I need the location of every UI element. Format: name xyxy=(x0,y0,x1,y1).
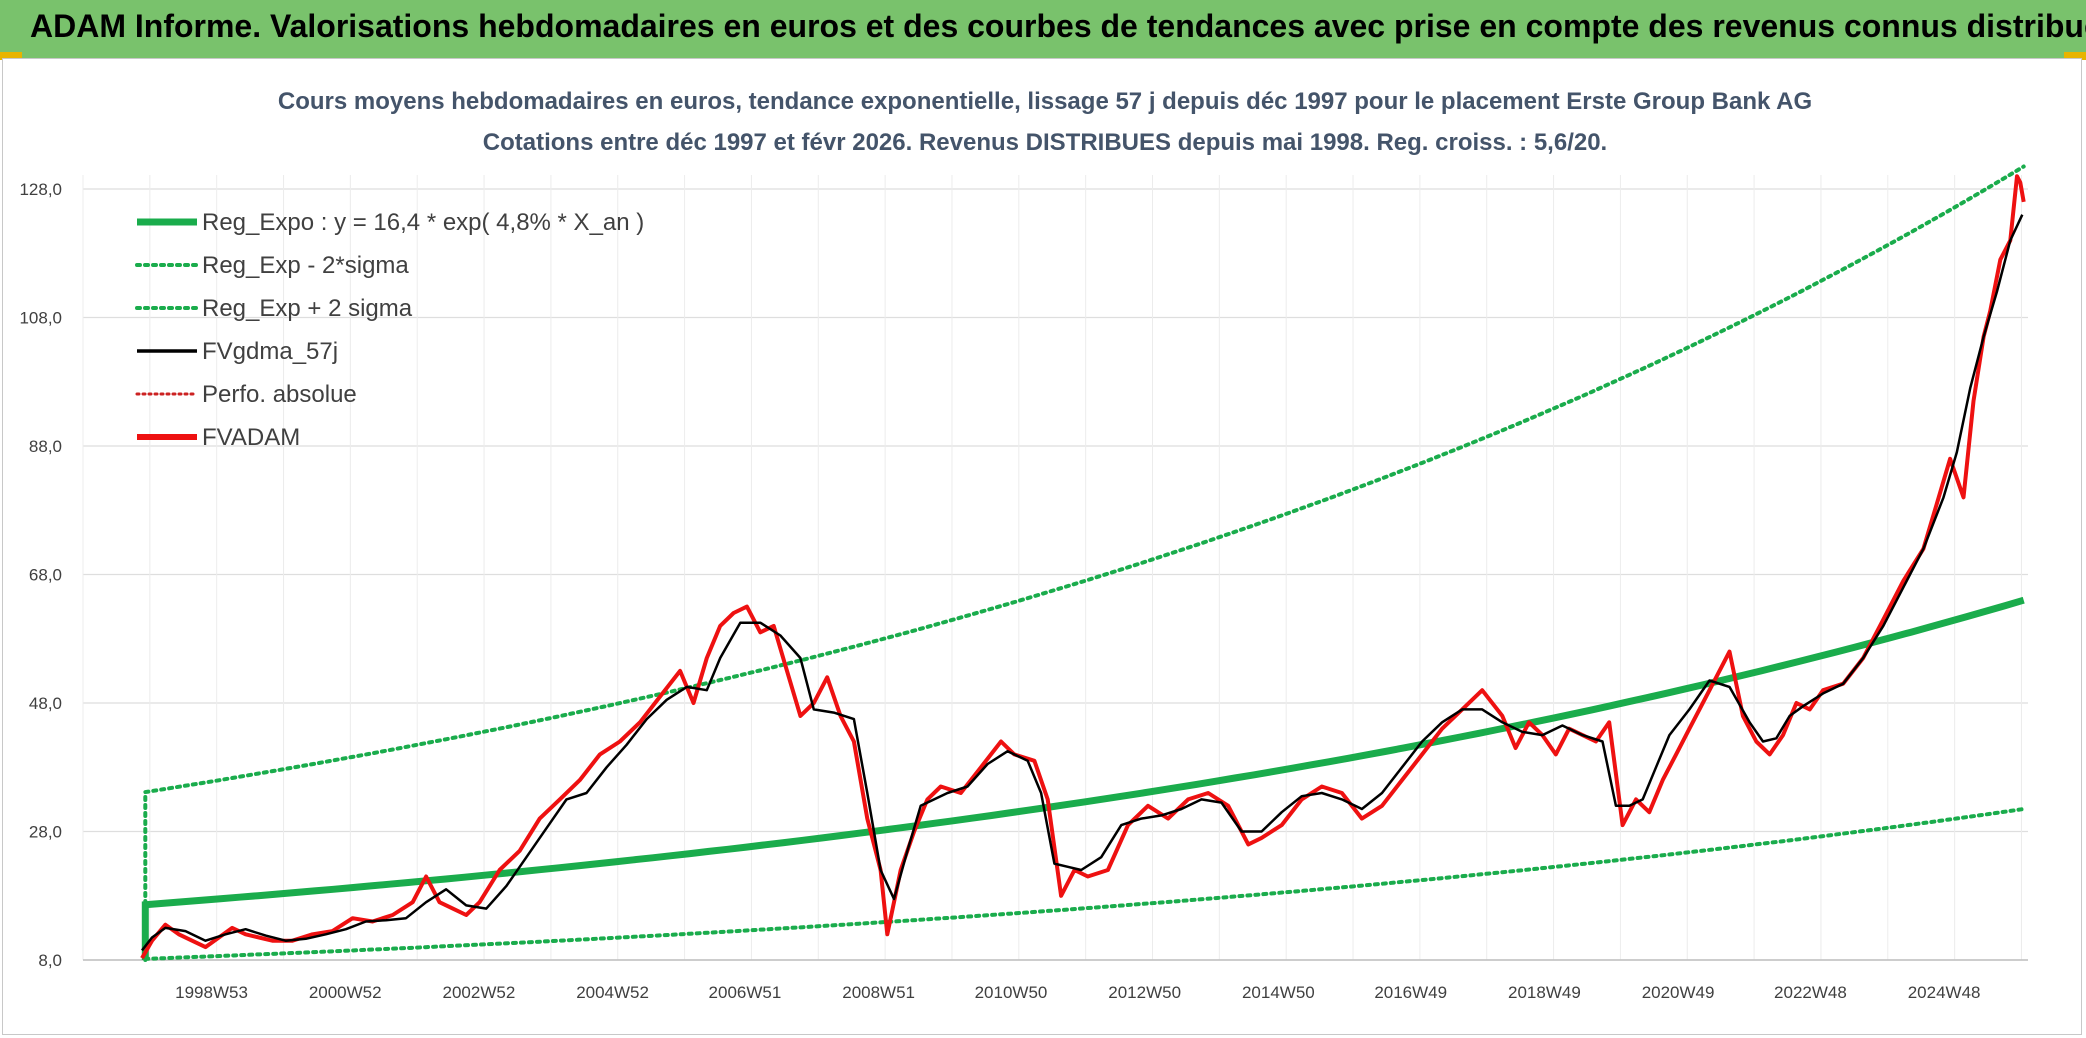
y-tick-label: 28,0 xyxy=(29,823,62,842)
series-fvadam xyxy=(140,174,2026,960)
legend-label: FVgdma_57j xyxy=(202,338,338,365)
x-tick-label: 1998W53 xyxy=(175,983,248,1002)
legend-label: Reg_Exp + 2 sigma xyxy=(202,295,413,322)
x-tick-label: 2002W52 xyxy=(443,983,516,1002)
x-tick-label: 2014W50 xyxy=(1242,983,1315,1002)
header-banner: ADAM Informe. Valorisations hebdomadaire… xyxy=(0,0,2086,58)
x-tick-label: 2004W52 xyxy=(576,983,649,1002)
report-title: ADAM Informe. Valorisations hebdomadaire… xyxy=(30,8,2086,44)
series-reg-upper xyxy=(143,164,2026,962)
x-tick-label: 2010W50 xyxy=(975,983,1048,1002)
x-tick-label: 2008W51 xyxy=(842,983,915,1002)
x-tick-label: 2006W51 xyxy=(709,983,782,1002)
chart-title-line-2: Cotations entre déc 1997 et févr 2026. R… xyxy=(483,129,1607,156)
legend-label: Perfo. absolue xyxy=(202,381,357,408)
x-tick-label: 2016W49 xyxy=(1374,983,1447,1002)
x-tick-label: 2018W49 xyxy=(1508,983,1581,1002)
x-tick-label: 2020W49 xyxy=(1642,983,1715,1002)
x-tick-label: 2012W50 xyxy=(1108,983,1181,1002)
y-tick-label: 48,0 xyxy=(29,694,62,713)
series-reg-expo xyxy=(141,596,2025,960)
chart-frame xyxy=(2,58,2082,1035)
x-tick-label: 2024W48 xyxy=(1908,983,1981,1002)
x-tick-label: 2022W48 xyxy=(1774,983,1847,1002)
y-tick-label: 68,0 xyxy=(29,566,62,585)
series-reg-lower xyxy=(143,807,2026,961)
series-fvgdma xyxy=(141,214,2024,952)
banner-corner-left xyxy=(0,52,22,60)
y-tick-label: 128,0 xyxy=(19,180,62,199)
chart-title-line-1: Cours moyens hebdomadaires en euros, ten… xyxy=(278,88,1812,115)
y-tick-label: 108,0 xyxy=(19,309,62,328)
legend-label: FVADAM xyxy=(202,424,300,451)
y-tick-label: 88,0 xyxy=(29,437,62,456)
legend-label: Reg_Exp - 2*sigma xyxy=(202,252,409,279)
banner-corner-right xyxy=(2064,52,2086,60)
y-tick-label: 8,0 xyxy=(38,951,62,970)
x-tick-label: 2000W52 xyxy=(309,983,382,1002)
legend-label: Reg_Expo : y = 16,4 * exp( 4,8% * X_an ) xyxy=(202,209,644,236)
